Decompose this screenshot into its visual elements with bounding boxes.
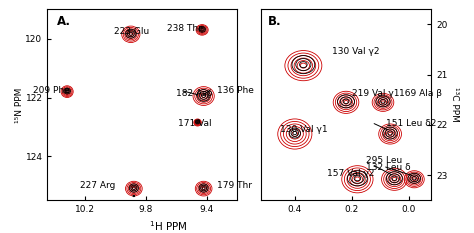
Text: 171 Val: 171 Val (178, 119, 211, 128)
Y-axis label: ¹³C PPM: ¹³C PPM (450, 87, 459, 122)
Text: B.: B. (267, 15, 281, 28)
Text: 130 Val γ1: 130 Val γ1 (280, 125, 328, 134)
Text: 209 Phe: 209 Phe (33, 86, 70, 95)
Text: $^1$H PPM: $^1$H PPM (149, 219, 188, 233)
Text: 151 Leu δ2: 151 Leu δ2 (386, 119, 436, 128)
Text: 179 Thr: 179 Thr (217, 181, 252, 190)
Text: A.: A. (57, 15, 71, 28)
Text: 223 Glu: 223 Glu (114, 27, 149, 36)
Text: 130 Val γ2: 130 Val γ2 (332, 47, 379, 56)
Text: 132 Leu δ: 132 Leu δ (366, 163, 410, 172)
Text: 157 Val γ2: 157 Val γ2 (327, 169, 374, 178)
Text: 136 Phe: 136 Phe (217, 86, 254, 95)
Text: 169 Ala β: 169 Ala β (399, 89, 442, 98)
Text: 182 Asp: 182 Asp (176, 89, 213, 98)
Text: 238 Thr: 238 Thr (167, 24, 202, 33)
Text: 227 Arg: 227 Arg (80, 181, 116, 190)
Text: 295 Leu: 295 Leu (366, 156, 402, 165)
Text: 219 Val γ1: 219 Val γ1 (352, 89, 399, 98)
Y-axis label: ¹⁵N PPM: ¹⁵N PPM (15, 87, 24, 123)
